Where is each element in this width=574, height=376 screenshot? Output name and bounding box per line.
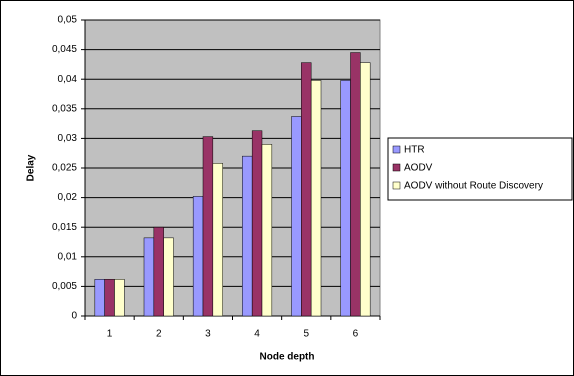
- y-tick-label: 0,05: [58, 15, 78, 26]
- bar: [94, 279, 105, 317]
- bar: [261, 144, 273, 317]
- legend-swatch: [392, 163, 401, 172]
- bar: [291, 116, 302, 317]
- y-tick-label: 0,025: [52, 163, 77, 174]
- legend-swatch: [392, 145, 401, 154]
- bar: [340, 80, 351, 317]
- y-tick-label: 0,015: [52, 222, 77, 233]
- bar: [360, 62, 371, 317]
- x-tick-label: 6: [353, 329, 359, 340]
- y-axis-label: Delay: [26, 154, 37, 181]
- x-tick-label: 2: [156, 329, 162, 340]
- legend-label: AODV without Route Discovery: [404, 181, 543, 192]
- y-tick-label: 0,035: [52, 103, 77, 114]
- legend-label: AODV: [404, 163, 433, 174]
- legend-box: [387, 137, 573, 201]
- x-axis-label: Node depth: [260, 352, 315, 363]
- x-tick-label: 4: [254, 329, 260, 340]
- y-tick-label: 0,04: [58, 74, 78, 85]
- bar: [192, 196, 204, 317]
- bar: [114, 279, 125, 317]
- bar: [143, 237, 155, 317]
- bar: [310, 80, 322, 317]
- y-tick-label: 0,005: [52, 281, 77, 292]
- bar: [104, 279, 115, 317]
- legend-swatch: [392, 181, 401, 190]
- bar: [301, 62, 312, 317]
- bar: [242, 155, 253, 317]
- y-tick-label: 0,045: [52, 44, 77, 55]
- bar: [163, 237, 174, 317]
- y-tick-label: 0: [71, 311, 77, 322]
- x-tick-label: 1: [107, 329, 113, 340]
- y-tick-label: 0,03: [58, 133, 78, 144]
- y-tick-label: 0,02: [58, 192, 78, 203]
- x-tick-label: 5: [303, 329, 309, 340]
- bar: [251, 130, 263, 317]
- y-tick-label: 0,01: [58, 251, 78, 262]
- bar: [153, 226, 164, 317]
- legend-label: HTR: [404, 145, 425, 156]
- x-tick-label: 3: [205, 329, 211, 340]
- bar: [202, 136, 214, 317]
- bar: [212, 163, 223, 317]
- bar: [350, 52, 361, 317]
